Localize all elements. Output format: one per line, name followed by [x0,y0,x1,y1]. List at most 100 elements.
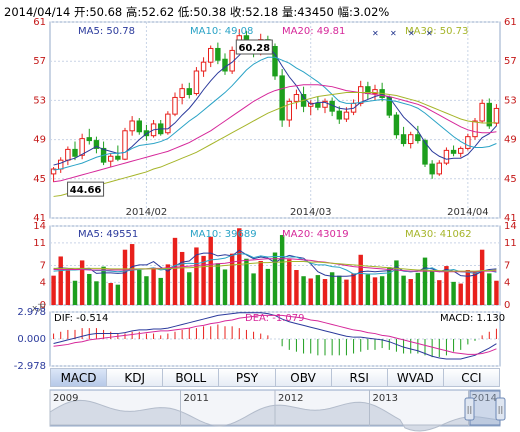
volume-bar [215,263,221,305]
candle-body[interactable] [315,102,321,108]
navigator-left-handle-grip: || [467,405,472,414]
price-line-ma5 [53,45,497,166]
candle-body[interactable] [193,70,200,95]
volume-bar [387,267,392,305]
candle-body[interactable] [286,100,293,121]
tab-wvad[interactable]: WVAD [387,368,444,387]
close-value: 52.18 [245,5,279,19]
volume-bar [179,251,185,305]
candle-body[interactable] [415,134,421,142]
candle-body[interactable] [50,168,57,175]
volume-bar [229,253,235,305]
candle-body[interactable] [436,162,443,175]
volume-bar [237,228,242,305]
candle-body[interactable] [272,46,278,77]
marker-cross: ✕ [372,29,379,38]
candle-body[interactable] [293,94,300,102]
volume-bar [315,275,321,305]
tab-boll[interactable]: BOLL [163,368,220,387]
volume-bar [101,266,106,305]
candle-body[interactable] [186,88,192,96]
price-y-tick-right: 41 [504,213,517,224]
price-y-tick-right: 49 [504,135,517,146]
volume-bar [472,271,478,305]
volume-bar [94,281,99,305]
candle-body[interactable] [400,134,407,145]
navigator-right-handle[interactable] [495,397,506,421]
candle-body[interactable] [208,47,214,63]
candle-body[interactable] [393,114,400,136]
low-annotation-box [67,181,105,197]
volume-line-ma20 [53,258,497,273]
volume-bar [158,277,163,305]
price-legend-ma30: MA30: 50.73 [405,26,468,37]
navigator-selection[interactable] [469,390,501,426]
candle-body[interactable] [486,102,493,127]
candle-body[interactable] [86,137,92,142]
tab-psy[interactable]: PSY [219,368,276,387]
tab-obv[interactable]: OBV [275,368,332,387]
tab-rsi[interactable]: RSI [331,368,388,387]
candle-body[interactable] [372,89,378,95]
candle-body[interactable] [172,96,178,115]
candle-body[interactable] [200,61,207,72]
candle-body[interactable] [408,134,414,145]
candle-body[interactable] [122,130,128,160]
candle-body[interactable] [215,47,221,61]
candle-body[interactable] [179,88,185,98]
volume-bar [51,275,56,305]
volume-bar [487,273,492,305]
volume-bar [208,236,213,305]
volume-bar [451,281,456,305]
candle-body[interactable] [222,58,228,72]
candle-body[interactable] [129,120,135,132]
candle-body[interactable] [465,136,471,149]
tab-kdj[interactable]: KDJ [107,368,164,387]
candle-body[interactable] [443,149,450,164]
macd-dea-line [53,314,497,355]
candle-body[interactable] [65,148,71,161]
candle-body[interactable] [136,120,142,133]
navigator-left-handle[interactable] [464,397,475,421]
candle-body[interactable] [472,120,478,138]
price-y-tick-right: 53 [504,95,517,106]
price-legend-ma20: MA20: 49.81 [282,26,345,37]
candle-body[interactable] [450,149,457,154]
candle-body[interactable] [93,140,100,149]
candle-body[interactable] [79,138,85,156]
candle-body[interactable] [479,102,485,122]
volume-bar [265,268,271,305]
candle-body[interactable] [336,110,343,120]
tab-cci[interactable]: CCI [443,368,500,387]
volume-bar [408,279,413,305]
volume-bar [322,279,328,305]
price-y-tick-left: 49 [33,135,46,146]
volume-bar [365,274,371,305]
candle-body[interactable] [493,107,500,124]
price-y-tick-right: 45 [504,174,517,185]
candle-body[interactable] [58,159,64,170]
candle-body[interactable] [108,155,114,162]
candle-body[interactable] [358,86,364,104]
candle-body[interactable] [115,155,121,160]
candle-body[interactable] [165,113,171,134]
candle-body[interactable] [458,147,464,154]
price-line-ma30 [53,92,497,197]
candle-body[interactable] [343,111,350,120]
volume-y-tick-left: 7 [40,261,46,272]
tab-macd[interactable]: MACD [50,368,108,387]
quote-date: 2014/04/14 [4,5,71,19]
candle-body[interactable] [429,163,435,175]
close-label: 收: [229,5,246,19]
navigator-year-label: 2014 [472,393,497,404]
price-line-ma20 [53,84,497,183]
candle-body[interactable] [279,75,285,121]
candle-body[interactable] [322,100,328,108]
candle-body[interactable] [422,140,428,165]
volume-y-tick-left: 14 [33,221,46,232]
price-legend-ma5: MA5: 50.78 [78,26,135,37]
volume-bar [115,284,121,305]
volume-bar [287,259,292,305]
candle-body[interactable] [72,148,78,157]
